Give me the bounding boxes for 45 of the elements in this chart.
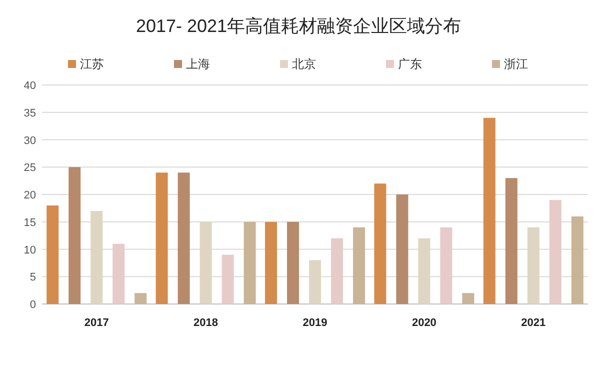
y-tick-label: 35 [24, 107, 36, 120]
legend-label: 广东 [398, 57, 422, 71]
bar [483, 118, 496, 304]
x-tick-label: 2018 [194, 317, 218, 329]
y-tick-label: 30 [24, 134, 36, 147]
bar [374, 184, 386, 304]
bar [309, 260, 321, 304]
bar [156, 172, 168, 304]
bar [549, 200, 562, 304]
bar [287, 222, 299, 304]
bar [134, 293, 147, 304]
bar [265, 222, 277, 304]
bar [353, 227, 365, 304]
legend-label: 北京 [292, 57, 316, 71]
y-tick-label: 0 [30, 299, 36, 311]
bar [68, 167, 81, 304]
legend-label: 浙江 [504, 57, 528, 71]
y-tick-label: 25 [24, 162, 36, 174]
bar [46, 205, 59, 304]
bar [571, 216, 584, 304]
bar [462, 293, 474, 304]
x-tick-label: 2017 [84, 317, 109, 329]
bar [178, 172, 190, 304]
bar [200, 222, 212, 304]
y-tick-label: 5 [30, 272, 36, 284]
legend-label: 上海 [186, 57, 210, 71]
bar [222, 254, 234, 304]
bar [440, 227, 452, 304]
y-tick-label: 10 [24, 244, 36, 256]
x-tick-label: 2019 [302, 317, 328, 329]
bar [112, 244, 125, 304]
bar [505, 178, 518, 304]
chart-title: 2017- 2021年高值耗材融资企业区域分布 [136, 16, 462, 36]
y-tick-label: 20 [24, 190, 36, 202]
bar [331, 238, 343, 304]
bar [396, 194, 408, 304]
bar [418, 238, 430, 304]
bar [90, 210, 103, 304]
bar [527, 227, 540, 304]
bar [244, 222, 256, 304]
legend-label: 江苏 [80, 57, 104, 71]
y-tick-label: 40 [24, 80, 36, 92]
x-tick-label: 2020 [412, 317, 436, 329]
x-tick-label: 2021 [521, 317, 546, 329]
y-tick-label: 15 [24, 216, 36, 229]
